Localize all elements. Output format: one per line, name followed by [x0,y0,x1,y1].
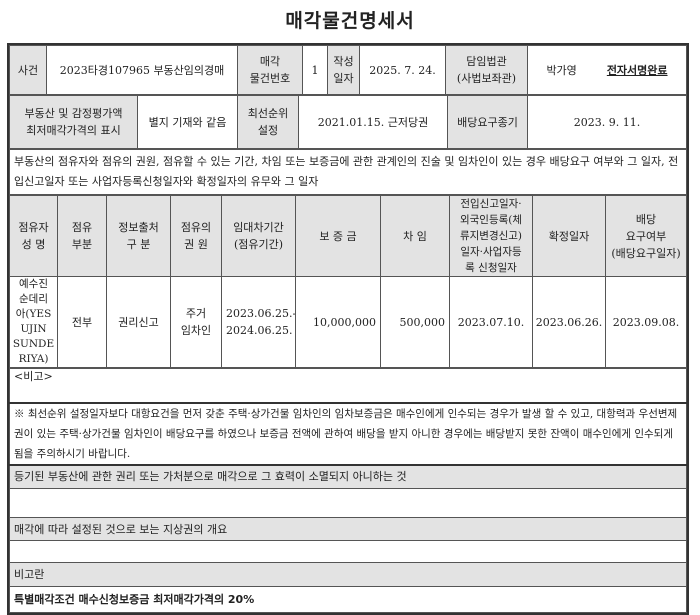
column-header: 전입신고일자· 외국인등록(체 류지변경신고) 일자·사업자등 록 신청일자 [449,195,533,277]
section-remarks-label: 비고란 [9,562,687,587]
table-header: 점유자 성 명 점유 부분 정보출처 구 분 점유의 권 원 임대차기간 (점유… [9,195,687,277]
judge-label: 담임법관 (사법보좌관) [445,45,528,95]
column-header: 점유 부분 [57,195,107,277]
section-superficies-value [9,540,687,563]
deadline-label: 배당요구종기 [447,95,528,149]
cell-period: 2023.06.25.- 2024.06.25. [221,276,296,368]
cell-deposit: 10,000,000 [295,276,381,368]
column-header: 배당 요구여부 (배당요구일자) [605,195,687,277]
column-header: 정보출처 구 분 [106,195,171,277]
section-superficies-label: 매각에 따라 설정된 것으로 보는 지상권의 개요 [9,517,687,541]
section-extinction-label: 등기된 부동산에 관한 권리 또는 가처분으로 매각으로 그 효력이 소멸되지 … [9,463,687,489]
priority-label: 최선순위 설정 [237,95,299,149]
priority-value: 2021.01.15. 근저당권 [298,95,448,149]
document-title: 매각물건명세서 [285,10,415,32]
column-header: 점유의 권 원 [170,195,222,277]
cell-part: 전부 [57,276,107,368]
judge-cell: 박가영 전자서명완료 [527,45,687,95]
column-header: 확정일자 [532,195,606,277]
cell-dividend-date: 2023.09.08. [605,276,687,368]
column-header: 임대차기간 (점유기간) [221,195,296,277]
signature: 전자서명완료 [606,63,668,77]
item-no-label: 매각 물건번호 [237,45,303,95]
deadline-value: 2023. 9. 11. [527,95,687,149]
written-date-label: 작성 일자 [327,45,360,95]
case-label: 사건 [9,45,47,95]
cell-occupant: 예수진 순데리 아(YES UJIN SUNDE RIYA) [9,276,58,368]
cell-source: 권리신고 [106,276,171,368]
sale-statement: 사건 2023타경107965 부동산임의경매 매각 물건번호 1 작성 일자 … [7,43,689,615]
table-row: 예수진 순데리 아(YES UJIN SUNDE RIYA) 전부 권리신고 주… [9,276,687,368]
column-header: 점유자 성 명 [9,195,58,277]
property-label: 부동산 및 감정평가액 최저매각가격의 표시 [9,95,138,149]
notice: ※ 최선순위 설정일자보다 대항요건을 먼저 갖춘 주택·상가건물 임차인의 임… [9,401,687,465]
cell-rent: 500,000 [380,276,450,368]
section-extinction-value [9,488,687,518]
column-header: 보 증 금 [295,195,381,277]
header-row-2: 부동산 및 감정평가액 최저매각가격의 표시 별지 기재와 같음 최선순위 설정… [9,95,687,149]
header-row-1: 사건 2023타경107965 부동산임의경매 매각 물건번호 1 작성 일자 … [9,45,687,95]
lower-sections: <비고> ※ 최선순위 설정일자보다 대항요건을 먼저 갖춘 주택·상가건물 임… [9,368,687,613]
cell-fixed-date: 2023.06.26. [532,276,606,368]
occupancy-intro-row: 부동산의 점유자와 점유의 권원, 점유할 수 있는 기간, 차임 또는 보증금… [9,149,687,195]
cell-move-in-date: 2023.07.10. [449,276,533,368]
column-header: 차 임 [380,195,450,277]
occupancy-intro: 부동산의 점유자와 점유의 권원, 점유할 수 있는 기간, 차임 또는 보증금… [9,149,687,195]
written-date: 2025. 7. 24. [359,45,446,95]
remarks-label: <비고> [9,368,687,403]
property-value: 별지 기재와 같음 [137,95,238,149]
judge-name: 박가영 [546,63,577,77]
cell-title: 주거 임차인 [170,276,222,368]
item-no: 1 [302,45,328,95]
occupancy-table: 점유자 성 명 점유 부분 정보출처 구 분 점유의 권 원 임대차기간 (점유… [9,195,687,368]
case-value: 2023타경107965 부동산임의경매 [46,45,238,95]
